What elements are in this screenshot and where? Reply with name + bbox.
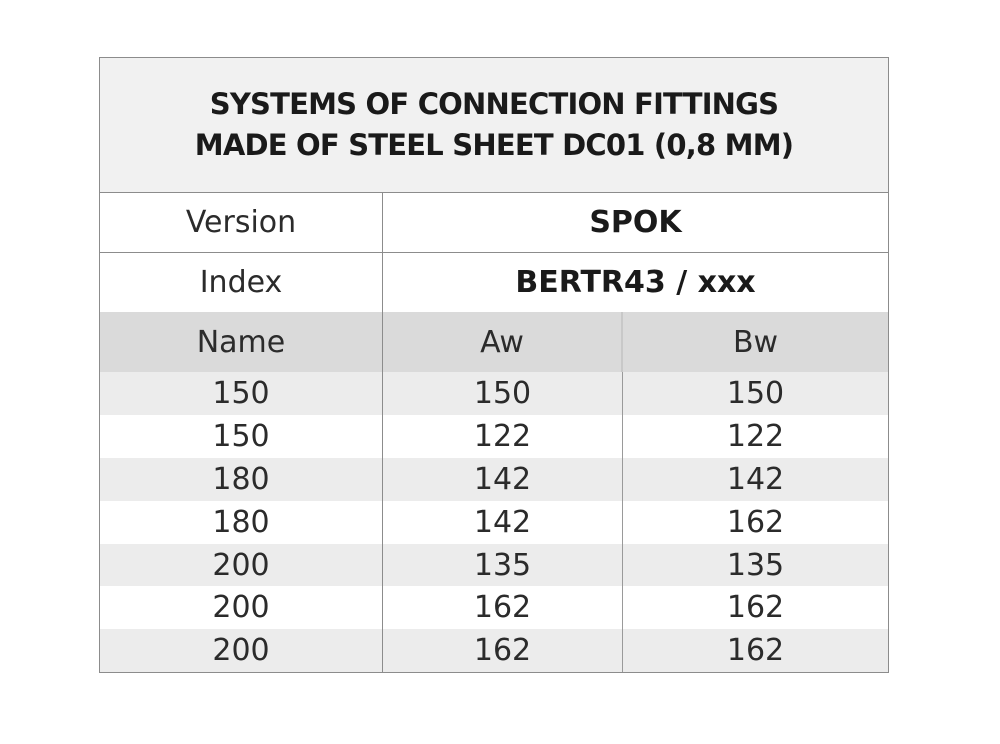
table-row: 150 122 122 <box>100 414 888 458</box>
cell-aw: 142 <box>383 457 623 501</box>
version-value: SPOK <box>589 205 682 240</box>
cell-bw: 122 <box>726 418 785 454</box>
cell-name: 180 <box>100 500 383 544</box>
table-row: 200 135 135 <box>100 543 888 587</box>
cell-bw: 142 <box>726 461 785 497</box>
cell-aw: 162 <box>383 629 623 673</box>
cell-bw: 162 <box>726 633 785 669</box>
cell-aw: 135 <box>383 543 623 587</box>
table-row: 200 162 162 <box>100 586 888 630</box>
version-label: Version <box>100 193 383 252</box>
index-row: Index BERTR43 / xxx <box>100 253 888 312</box>
table-row: 150 150 150 <box>100 372 888 415</box>
cell-aw: 142 <box>383 500 623 544</box>
cell-aw: 122 <box>383 414 623 458</box>
column-header-row: Name Aw Bw <box>100 312 888 372</box>
cell-bw: 150 <box>726 375 785 411</box>
table-row: 200 162 162 <box>100 629 888 673</box>
cell-bw: 162 <box>726 504 785 540</box>
cell-name: 180 <box>100 457 383 501</box>
table-row: 180 142 142 <box>100 457 888 501</box>
column-header-name: Name <box>100 312 383 372</box>
index-value: BERTR43 / xxx <box>515 265 756 300</box>
cell-aw: 150 <box>383 372 623 415</box>
column-header-aw: Aw <box>383 312 623 372</box>
cell-name: 200 <box>100 586 383 630</box>
cell-bw: 135 <box>726 547 785 583</box>
column-header-bw: Bw <box>732 324 779 360</box>
cell-name: 150 <box>100 414 383 458</box>
version-row: Version SPOK <box>100 193 888 253</box>
cell-bw: 162 <box>726 590 785 626</box>
title-line-1: SYSTEMS OF CONNECTION FITTINGS <box>209 87 779 121</box>
cell-name: 200 <box>100 543 383 587</box>
fittings-table: SYSTEMS OF CONNECTION FITTINGS MADE OF S… <box>99 57 889 673</box>
cell-name: 200 <box>100 629 383 673</box>
title-line-2: MADE OF STEEL SHEET DC01 (0,8 MM) <box>194 128 794 162</box>
table-title: SYSTEMS OF CONNECTION FITTINGS MADE OF S… <box>100 58 888 193</box>
table-row: 180 142 162 <box>100 500 888 544</box>
cell-name: 150 <box>100 372 383 415</box>
cell-aw: 162 <box>383 586 623 630</box>
index-label: Index <box>100 253 383 312</box>
